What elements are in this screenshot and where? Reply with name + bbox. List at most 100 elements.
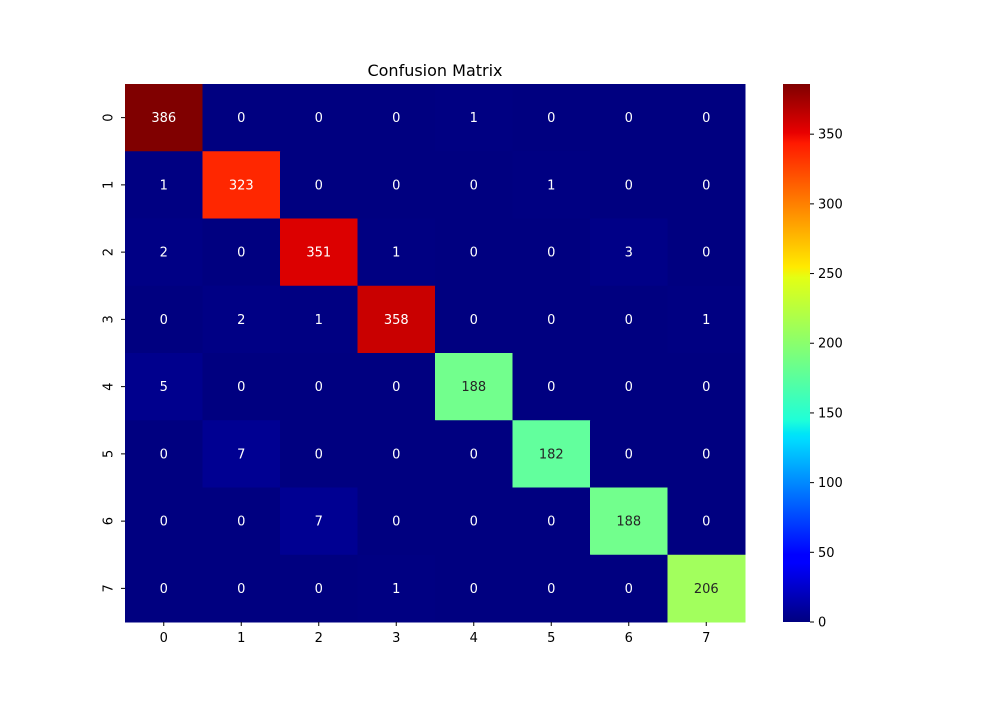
y-tick-label-0: 0 — [102, 113, 117, 121]
heatmap-cell-5-6 — [590, 420, 668, 488]
cell-label-2-3: 1 — [392, 246, 400, 261]
heatmap-cell-5-7 — [667, 420, 746, 488]
cell-label-0-6: 0 — [625, 111, 633, 126]
heatmap-cell-0-3 — [357, 84, 436, 152]
heatmap-cell-2-2 — [280, 218, 358, 287]
heatmap-cells — [125, 84, 746, 623]
cell-label-5-5: 182 — [539, 447, 564, 462]
cell-label-1-1: 323 — [229, 178, 254, 193]
heatmap-cell-3-3 — [357, 285, 436, 354]
x-tick-label-4: 4 — [470, 631, 478, 646]
y-tick-label-1: 1 — [102, 181, 117, 189]
heatmap-cell-0-1 — [202, 84, 281, 152]
colorbar: 0 50 100 150 200 250 300 350 — [783, 84, 843, 631]
y-tick-label-7: 7 — [102, 584, 117, 592]
heatmap-cell-4-4 — [435, 353, 513, 421]
heatmap-cell-2-3 — [357, 218, 436, 287]
cell-label-3-0: 0 — [160, 313, 168, 328]
cell-label-0-7: 0 — [702, 111, 710, 126]
cell-label-0-4: 1 — [470, 111, 478, 126]
cell-label-3-6: 0 — [625, 313, 633, 328]
cell-label-4-3: 0 — [392, 380, 400, 395]
heatmap-cell-2-5 — [512, 218, 591, 287]
cell-label-6-0: 0 — [160, 515, 168, 530]
heatmap-cell-4-1 — [202, 353, 281, 421]
heatmap-cell-1-3 — [357, 151, 436, 219]
heatmap-cell-5-1 — [202, 420, 281, 488]
cell-label-6-6: 188 — [616, 515, 641, 530]
x-tick-label-0: 0 — [160, 631, 168, 646]
cell-label-2-0: 2 — [160, 246, 168, 261]
y-axis: 0 1 2 3 4 5 6 7 — [102, 113, 125, 593]
colorbar-tick-label-3: 150 — [818, 406, 843, 421]
x-tick-label-5: 5 — [547, 631, 555, 646]
colorbar-tick-label-4: 200 — [818, 337, 843, 352]
heatmap-cell-7-6 — [590, 554, 668, 623]
heatmap-cell-2-7 — [667, 218, 746, 287]
heatmap-cell-3-0 — [125, 285, 203, 354]
heatmap-cell-6-6 — [590, 487, 668, 556]
cell-label-7-5: 0 — [547, 582, 555, 597]
cell-label-1-2: 0 — [315, 178, 323, 193]
cell-label-7-2: 0 — [315, 582, 323, 597]
cell-label-4-1: 0 — [237, 380, 245, 395]
cell-label-7-7: 206 — [694, 582, 719, 597]
cell-label-3-4: 0 — [470, 313, 478, 328]
cell-label-5-2: 0 — [315, 447, 323, 462]
heatmap-cell-5-0 — [125, 420, 203, 488]
x-axis: 0 1 2 3 4 5 6 7 — [160, 622, 710, 646]
cell-label-5-7: 0 — [702, 447, 710, 462]
colorbar-ticks: 0 50 100 150 200 250 300 350 — [810, 128, 843, 631]
cell-label-6-3: 0 — [392, 515, 400, 530]
cell-label-4-4: 188 — [461, 380, 486, 395]
heatmap-cell-1-4 — [435, 151, 513, 219]
cell-label-6-4: 0 — [470, 515, 478, 530]
heatmap-cell-4-2 — [280, 353, 358, 421]
cell-label-5-0: 0 — [160, 447, 168, 462]
cell-label-5-1: 7 — [237, 447, 245, 462]
heatmap-cell-0-4 — [435, 84, 513, 152]
cell-label-4-5: 0 — [547, 380, 555, 395]
heatmap-cell-3-2 — [280, 285, 358, 354]
cell-label-3-3: 358 — [384, 313, 409, 328]
heatmap-cell-7-0 — [125, 554, 203, 623]
heatmap-cell-1-2 — [280, 151, 358, 219]
cell-label-0-1: 0 — [237, 111, 245, 126]
cell-label-1-6: 0 — [625, 178, 633, 193]
cell-label-4-2: 0 — [315, 380, 323, 395]
heatmap-cell-6-3 — [357, 487, 436, 556]
cell-label-6-7: 0 — [702, 515, 710, 530]
heatmap-cell-5-2 — [280, 420, 358, 488]
heatmap-cell-6-0 — [125, 487, 203, 556]
heatmap-cell-1-7 — [667, 151, 746, 219]
x-tick-label-1: 1 — [237, 631, 245, 646]
heatmap-cell-3-7 — [667, 285, 746, 354]
heatmap-cell-1-1 — [202, 151, 281, 219]
heatmap-cell-3-4 — [435, 285, 513, 354]
heatmap-cell-4-5 — [512, 353, 591, 421]
colorbar-gradient — [783, 84, 810, 622]
heatmap-cell-1-5 — [512, 151, 591, 219]
y-tick-label-5: 5 — [102, 450, 117, 458]
heatmap-cell-5-3 — [357, 420, 436, 488]
heatmap-cell-7-5 — [512, 554, 591, 623]
heatmap-cell-3-6 — [590, 285, 668, 354]
x-tick-label-2: 2 — [315, 631, 323, 646]
heatmap-cell-4-3 — [357, 353, 436, 421]
heatmap-cell-4-6 — [590, 353, 668, 421]
heatmap-cell-7-3 — [357, 554, 436, 623]
y-tick-label-2: 2 — [102, 248, 117, 256]
cell-label-0-0: 386 — [151, 111, 176, 126]
colorbar-tick-label-2: 100 — [818, 476, 843, 491]
cell-label-6-1: 0 — [237, 515, 245, 530]
x-tick-label-7: 7 — [702, 631, 710, 646]
colorbar-tick-label-5: 250 — [818, 267, 843, 282]
cell-label-0-2: 0 — [315, 111, 323, 126]
heatmap-cell-7-2 — [280, 554, 358, 623]
heatmap-cell-0-7 — [667, 84, 746, 152]
cell-label-4-0: 5 — [160, 380, 168, 395]
chart-title: Confusion Matrix — [367, 61, 502, 80]
heatmap-cell-7-7 — [667, 554, 746, 623]
colorbar-tick-label-7: 350 — [818, 128, 843, 143]
cell-label-1-5: 1 — [547, 178, 555, 193]
